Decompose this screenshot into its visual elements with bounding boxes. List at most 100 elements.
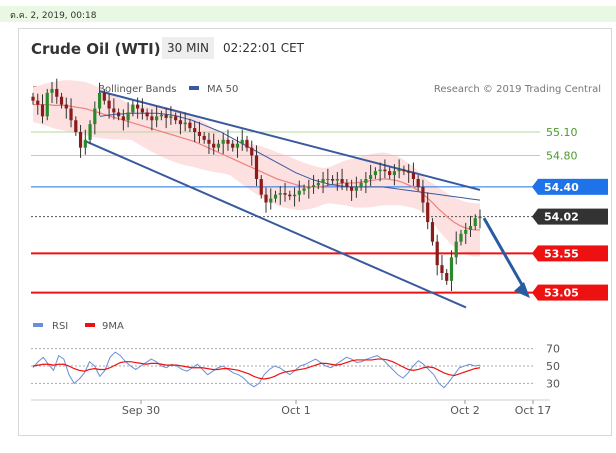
x-axis-tick-label: Oct 2 (450, 404, 480, 417)
candle-body (193, 128, 197, 132)
candle-body (207, 139, 211, 144)
candle-body (216, 143, 221, 148)
rsi-level-label: 50 (546, 360, 560, 373)
candle-body (473, 218, 477, 226)
candle-body (378, 169, 382, 172)
candle-body (131, 104, 135, 113)
candle-body (121, 116, 125, 121)
candle-body (45, 92, 49, 117)
rsi-line (32, 351, 481, 389)
rsi-ma-line (32, 358, 481, 380)
candle-body (240, 139, 244, 144)
timeframe-box[interactable] (162, 37, 214, 59)
x-axis-tick-label: Oct 1 (281, 404, 311, 417)
x-axis-tick-label: Sep 30 (122, 404, 160, 417)
candle-body (316, 182, 320, 186)
x-axis-tick-label: Oct 17 (515, 404, 552, 417)
candle-body (64, 104, 68, 109)
candle-body (69, 108, 73, 121)
candle-body (93, 108, 97, 125)
price-tag-label: 54.40 (544, 181, 579, 194)
candle-body (392, 171, 397, 176)
candle-body (426, 202, 430, 223)
candle-body (421, 186, 425, 203)
chart-title: Crude Oil (WTI) (31, 40, 161, 58)
price-tag (538, 284, 608, 301)
candle-body (373, 171, 377, 176)
date-bar: ต.ค. 2, 2019, 00:18 (0, 6, 616, 22)
candle-body (383, 169, 387, 172)
candle-body (326, 179, 330, 180)
candle-body (159, 114, 163, 117)
rsi-legend-label: RSI (52, 321, 68, 332)
price-tag-pointer (532, 208, 538, 225)
candle-body (102, 92, 106, 101)
candle-body (369, 175, 373, 179)
candle-body (221, 139, 225, 144)
candle-body (269, 198, 273, 203)
candle-body (88, 124, 92, 140)
candle-body (59, 96, 64, 105)
legend-ma50-label: MA 50 (207, 84, 238, 95)
candle-body (321, 179, 325, 183)
candle-body (150, 116, 154, 121)
candle-body (416, 179, 420, 187)
candle-body (174, 116, 178, 121)
candle-body (454, 241, 458, 258)
candle-body (449, 257, 454, 281)
candle-body (430, 222, 435, 242)
rsi-level-label: 70 (546, 343, 560, 356)
candle-body (259, 179, 263, 195)
candle-body (435, 241, 439, 266)
candle-body (36, 100, 40, 105)
candle-body (231, 143, 235, 148)
timeframe-label[interactable]: 30 MIN (167, 41, 209, 55)
price-tag (538, 245, 608, 262)
candle-body (112, 108, 116, 113)
candle-body (188, 122, 192, 129)
candle-body (411, 172, 416, 179)
candle-body (212, 143, 216, 148)
candle-body (273, 194, 278, 199)
trend-line-upper (99, 90, 481, 191)
candle-body (388, 171, 392, 176)
candle-body (330, 179, 335, 181)
price-tag-label: 53.05 (544, 287, 579, 300)
candle-body (136, 104, 140, 109)
candle-body (440, 265, 444, 273)
legend-ma50-swatch (189, 86, 199, 90)
candle-body (126, 112, 130, 121)
forecast-arrow-head (514, 282, 530, 298)
candle-body (107, 100, 111, 109)
candle-body (226, 139, 230, 144)
candle-body (254, 155, 259, 179)
candle-body (197, 132, 202, 136)
candle-body (250, 147, 254, 156)
candle-body (178, 120, 183, 125)
candle-body (169, 116, 173, 118)
candle-body (407, 171, 411, 173)
candle-body (40, 104, 45, 117)
time-label: 02:22:01 CET (223, 41, 305, 55)
candle-body (297, 190, 301, 195)
price-tag-label: 54.02 (544, 211, 579, 224)
candle-body (459, 233, 463, 242)
candle-body (354, 186, 358, 191)
candle-body (359, 182, 363, 187)
candle-body (468, 226, 473, 230)
candle-body (78, 132, 83, 148)
candle-body (183, 122, 187, 125)
level-label: 54.80 (546, 150, 578, 163)
ma50-line (99, 112, 481, 201)
price-panel: 55.10 54.80 54.40 54.02 53.55 53.05 (31, 78, 608, 309)
candle-body (55, 88, 59, 97)
candle-body (364, 179, 368, 183)
candle-body (140, 108, 144, 113)
candle-body (83, 139, 87, 148)
candle-body (116, 112, 121, 117)
price-tag (538, 208, 608, 225)
candle-body (335, 179, 339, 181)
candle-body (311, 185, 316, 187)
legend-ma20-label: MA 20 + Bollinger Bands (52, 84, 176, 95)
